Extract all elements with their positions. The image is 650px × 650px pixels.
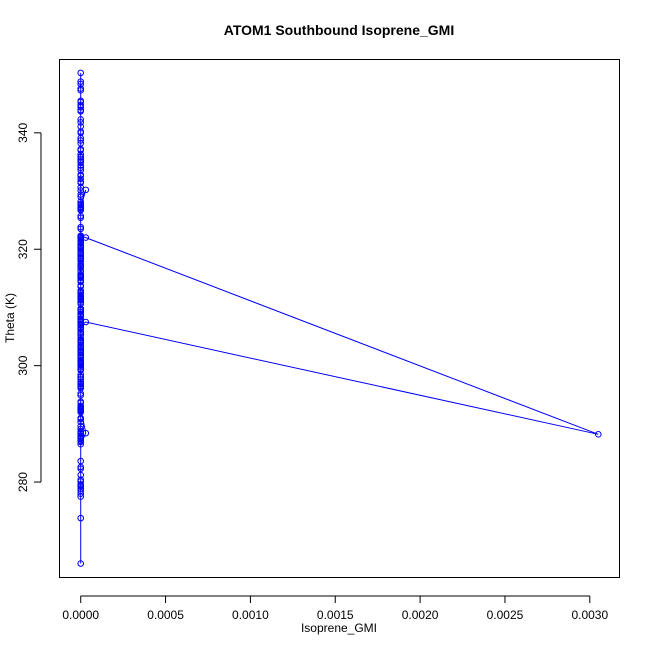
data-point	[77, 476, 85, 484]
data-point	[77, 274, 85, 282]
data-point	[77, 290, 85, 297]
data-point	[77, 315, 85, 323]
data-point	[77, 294, 85, 302]
data-point	[77, 463, 85, 471]
data-point	[77, 223, 85, 231]
data-point	[77, 308, 85, 316]
data-point	[77, 418, 85, 426]
data-point	[77, 481, 85, 488]
data-point	[77, 311, 85, 319]
data-point	[77, 158, 85, 165]
data-point	[77, 434, 85, 442]
data-point	[77, 322, 85, 329]
data-point	[77, 225, 85, 233]
x-axis: 0.0000 0.0005 0.0010 0.0015 0.0020 0.0025 0.00…	[62, 595, 608, 622]
data-point	[77, 233, 85, 241]
data-point	[77, 193, 85, 201]
data-point	[77, 438, 85, 446]
data-point	[77, 164, 85, 172]
data-layer	[77, 69, 602, 567]
data-point	[77, 147, 85, 154]
data-point	[77, 198, 85, 205]
data-point	[77, 344, 85, 351]
data-point	[77, 201, 85, 209]
data-point	[77, 334, 85, 342]
data-point	[77, 380, 85, 388]
data-point	[77, 357, 85, 364]
data-point	[77, 277, 85, 284]
data-point	[82, 318, 90, 326]
data-point	[77, 318, 85, 326]
data-point	[77, 428, 85, 435]
y-tick-label: 300	[16, 355, 30, 375]
data-point	[77, 415, 85, 423]
plot-frame	[59, 59, 620, 578]
x-tick-label: 0.0000	[62, 608, 99, 622]
data-point	[77, 175, 85, 183]
data-point	[77, 268, 85, 275]
data-point	[77, 376, 85, 383]
data-point	[77, 347, 85, 355]
y-tick-label: 340	[16, 123, 30, 143]
data-point	[77, 204, 85, 212]
y-axis: 280 300 320 340	[16, 123, 42, 492]
x-tick-label: 0.0015	[317, 608, 354, 622]
data-point	[77, 440, 85, 448]
data-point	[77, 166, 85, 174]
data-point	[77, 69, 85, 77]
data-point	[77, 178, 85, 186]
data-point	[77, 305, 85, 312]
data-point	[77, 383, 85, 391]
data-point	[77, 116, 85, 123]
data-point	[77, 325, 85, 332]
data-point	[77, 490, 85, 497]
data-point	[77, 153, 85, 160]
data-point	[77, 337, 85, 345]
data-point	[77, 398, 85, 406]
y-axis-label: Theta (K)	[3, 293, 17, 343]
data-point	[77, 129, 85, 137]
data-point	[77, 106, 85, 114]
data-point	[82, 186, 90, 194]
data-point	[77, 328, 85, 336]
data-point	[77, 263, 85, 271]
data-point	[77, 85, 85, 92]
data-point	[77, 367, 85, 374]
data-point	[77, 483, 85, 491]
data-point	[77, 242, 85, 250]
data-point	[77, 471, 85, 479]
chart-title: ATOM1 Southbound Isoprene_GMI	[224, 22, 454, 38]
x-tick-label: 0.0005	[147, 608, 184, 622]
data-point	[77, 191, 85, 198]
data-point	[77, 123, 85, 130]
data-point	[77, 270, 85, 278]
data-point	[77, 392, 85, 399]
data-point	[77, 406, 85, 414]
data-point	[77, 214, 85, 222]
y-tick-label: 280	[16, 472, 30, 492]
y-tick-label: 320	[16, 239, 30, 259]
data-point	[77, 254, 85, 262]
data-point	[77, 514, 85, 522]
data-point	[77, 293, 85, 300]
data-point	[77, 560, 85, 567]
x-tick-label: 0.0030	[571, 608, 608, 622]
series-line	[80, 72, 599, 564]
x-tick-label: 0.0010	[232, 608, 269, 622]
data-point	[77, 252, 85, 259]
data-point	[77, 119, 85, 126]
data-point	[77, 171, 85, 179]
data-point	[77, 137, 85, 144]
data-point	[77, 78, 85, 85]
data-point	[77, 425, 85, 433]
data-point	[77, 373, 85, 381]
x-tick-label: 0.0020	[402, 608, 439, 622]
data-point	[594, 431, 602, 438]
data-point	[77, 80, 85, 88]
x-axis-label: Isoprene_GMI	[301, 621, 377, 635]
data-point	[77, 87, 85, 94]
x-tick-label: 0.0025	[487, 608, 524, 622]
data-point	[77, 98, 85, 106]
